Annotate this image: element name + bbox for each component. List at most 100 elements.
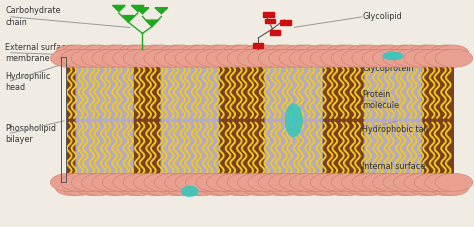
Circle shape xyxy=(206,49,244,67)
Circle shape xyxy=(332,180,365,196)
Circle shape xyxy=(196,49,234,67)
Circle shape xyxy=(284,45,317,60)
Circle shape xyxy=(374,45,406,60)
Ellipse shape xyxy=(181,186,199,197)
Circle shape xyxy=(243,180,275,196)
Circle shape xyxy=(258,49,296,67)
Circle shape xyxy=(249,180,282,196)
Circle shape xyxy=(435,49,473,67)
Circle shape xyxy=(180,45,212,60)
Circle shape xyxy=(125,45,156,60)
Circle shape xyxy=(155,173,192,191)
Circle shape xyxy=(373,49,410,67)
Circle shape xyxy=(270,180,302,196)
Circle shape xyxy=(118,45,150,60)
Circle shape xyxy=(437,180,469,196)
Circle shape xyxy=(201,180,233,196)
FancyBboxPatch shape xyxy=(364,49,422,191)
Circle shape xyxy=(228,45,261,60)
Circle shape xyxy=(50,173,88,191)
Circle shape xyxy=(175,173,213,191)
Text: Hydrophilic
head: Hydrophilic head xyxy=(5,72,51,92)
Circle shape xyxy=(237,49,275,67)
Circle shape xyxy=(123,173,161,191)
Circle shape xyxy=(222,45,254,60)
Circle shape xyxy=(331,49,369,67)
Circle shape xyxy=(404,173,442,191)
Circle shape xyxy=(217,173,255,191)
Circle shape xyxy=(290,173,327,191)
Text: Hydrophobic tail: Hydrophobic tail xyxy=(362,125,428,134)
Circle shape xyxy=(388,180,420,196)
Circle shape xyxy=(76,45,109,60)
Circle shape xyxy=(248,173,286,191)
FancyBboxPatch shape xyxy=(265,49,322,191)
Circle shape xyxy=(113,49,151,67)
Circle shape xyxy=(62,180,94,196)
Text: Glycolipid: Glycolipid xyxy=(362,12,402,21)
Circle shape xyxy=(50,49,88,67)
Circle shape xyxy=(258,173,296,191)
Circle shape xyxy=(291,180,323,196)
Circle shape xyxy=(201,45,233,60)
Circle shape xyxy=(71,173,109,191)
Circle shape xyxy=(185,49,223,67)
Circle shape xyxy=(175,49,213,67)
Polygon shape xyxy=(155,8,168,14)
Circle shape xyxy=(164,49,202,67)
Circle shape xyxy=(249,45,282,60)
Circle shape xyxy=(341,49,379,67)
Circle shape xyxy=(305,180,337,196)
Circle shape xyxy=(61,173,99,191)
Circle shape xyxy=(134,173,171,191)
Polygon shape xyxy=(146,20,158,26)
Circle shape xyxy=(331,173,369,191)
Circle shape xyxy=(435,173,473,191)
Circle shape xyxy=(55,45,88,60)
Circle shape xyxy=(125,180,156,196)
Text: Protein
molecule: Protein molecule xyxy=(362,90,399,110)
Circle shape xyxy=(393,173,431,191)
Circle shape xyxy=(409,45,441,60)
Circle shape xyxy=(217,49,255,67)
Circle shape xyxy=(208,45,240,60)
Circle shape xyxy=(82,173,119,191)
Circle shape xyxy=(320,49,358,67)
Circle shape xyxy=(346,45,379,60)
Bar xyxy=(67,64,455,177)
Circle shape xyxy=(305,45,337,60)
Circle shape xyxy=(383,173,421,191)
Circle shape xyxy=(416,180,448,196)
Circle shape xyxy=(346,180,379,196)
Circle shape xyxy=(139,180,171,196)
Circle shape xyxy=(62,45,94,60)
Circle shape xyxy=(134,49,171,67)
Circle shape xyxy=(416,45,448,60)
Circle shape xyxy=(332,45,365,60)
Circle shape xyxy=(83,180,115,196)
Circle shape xyxy=(326,180,358,196)
Circle shape xyxy=(139,45,171,60)
Polygon shape xyxy=(131,5,144,12)
Circle shape xyxy=(248,49,286,67)
Circle shape xyxy=(166,45,198,60)
Circle shape xyxy=(279,173,317,191)
Circle shape xyxy=(269,173,307,191)
Circle shape xyxy=(159,45,191,60)
Bar xyxy=(270,30,280,35)
Circle shape xyxy=(76,180,109,196)
Circle shape xyxy=(300,173,337,191)
Circle shape xyxy=(97,180,129,196)
Text: Internal surface
membrane: Internal surface membrane xyxy=(362,162,426,182)
Circle shape xyxy=(284,180,317,196)
Circle shape xyxy=(395,45,427,60)
Bar xyxy=(265,19,275,23)
Circle shape xyxy=(113,173,151,191)
Bar xyxy=(281,20,291,25)
Circle shape xyxy=(97,45,129,60)
Circle shape xyxy=(367,45,400,60)
Circle shape xyxy=(404,49,442,67)
Circle shape xyxy=(362,173,400,191)
Circle shape xyxy=(353,45,385,60)
Circle shape xyxy=(144,49,182,67)
